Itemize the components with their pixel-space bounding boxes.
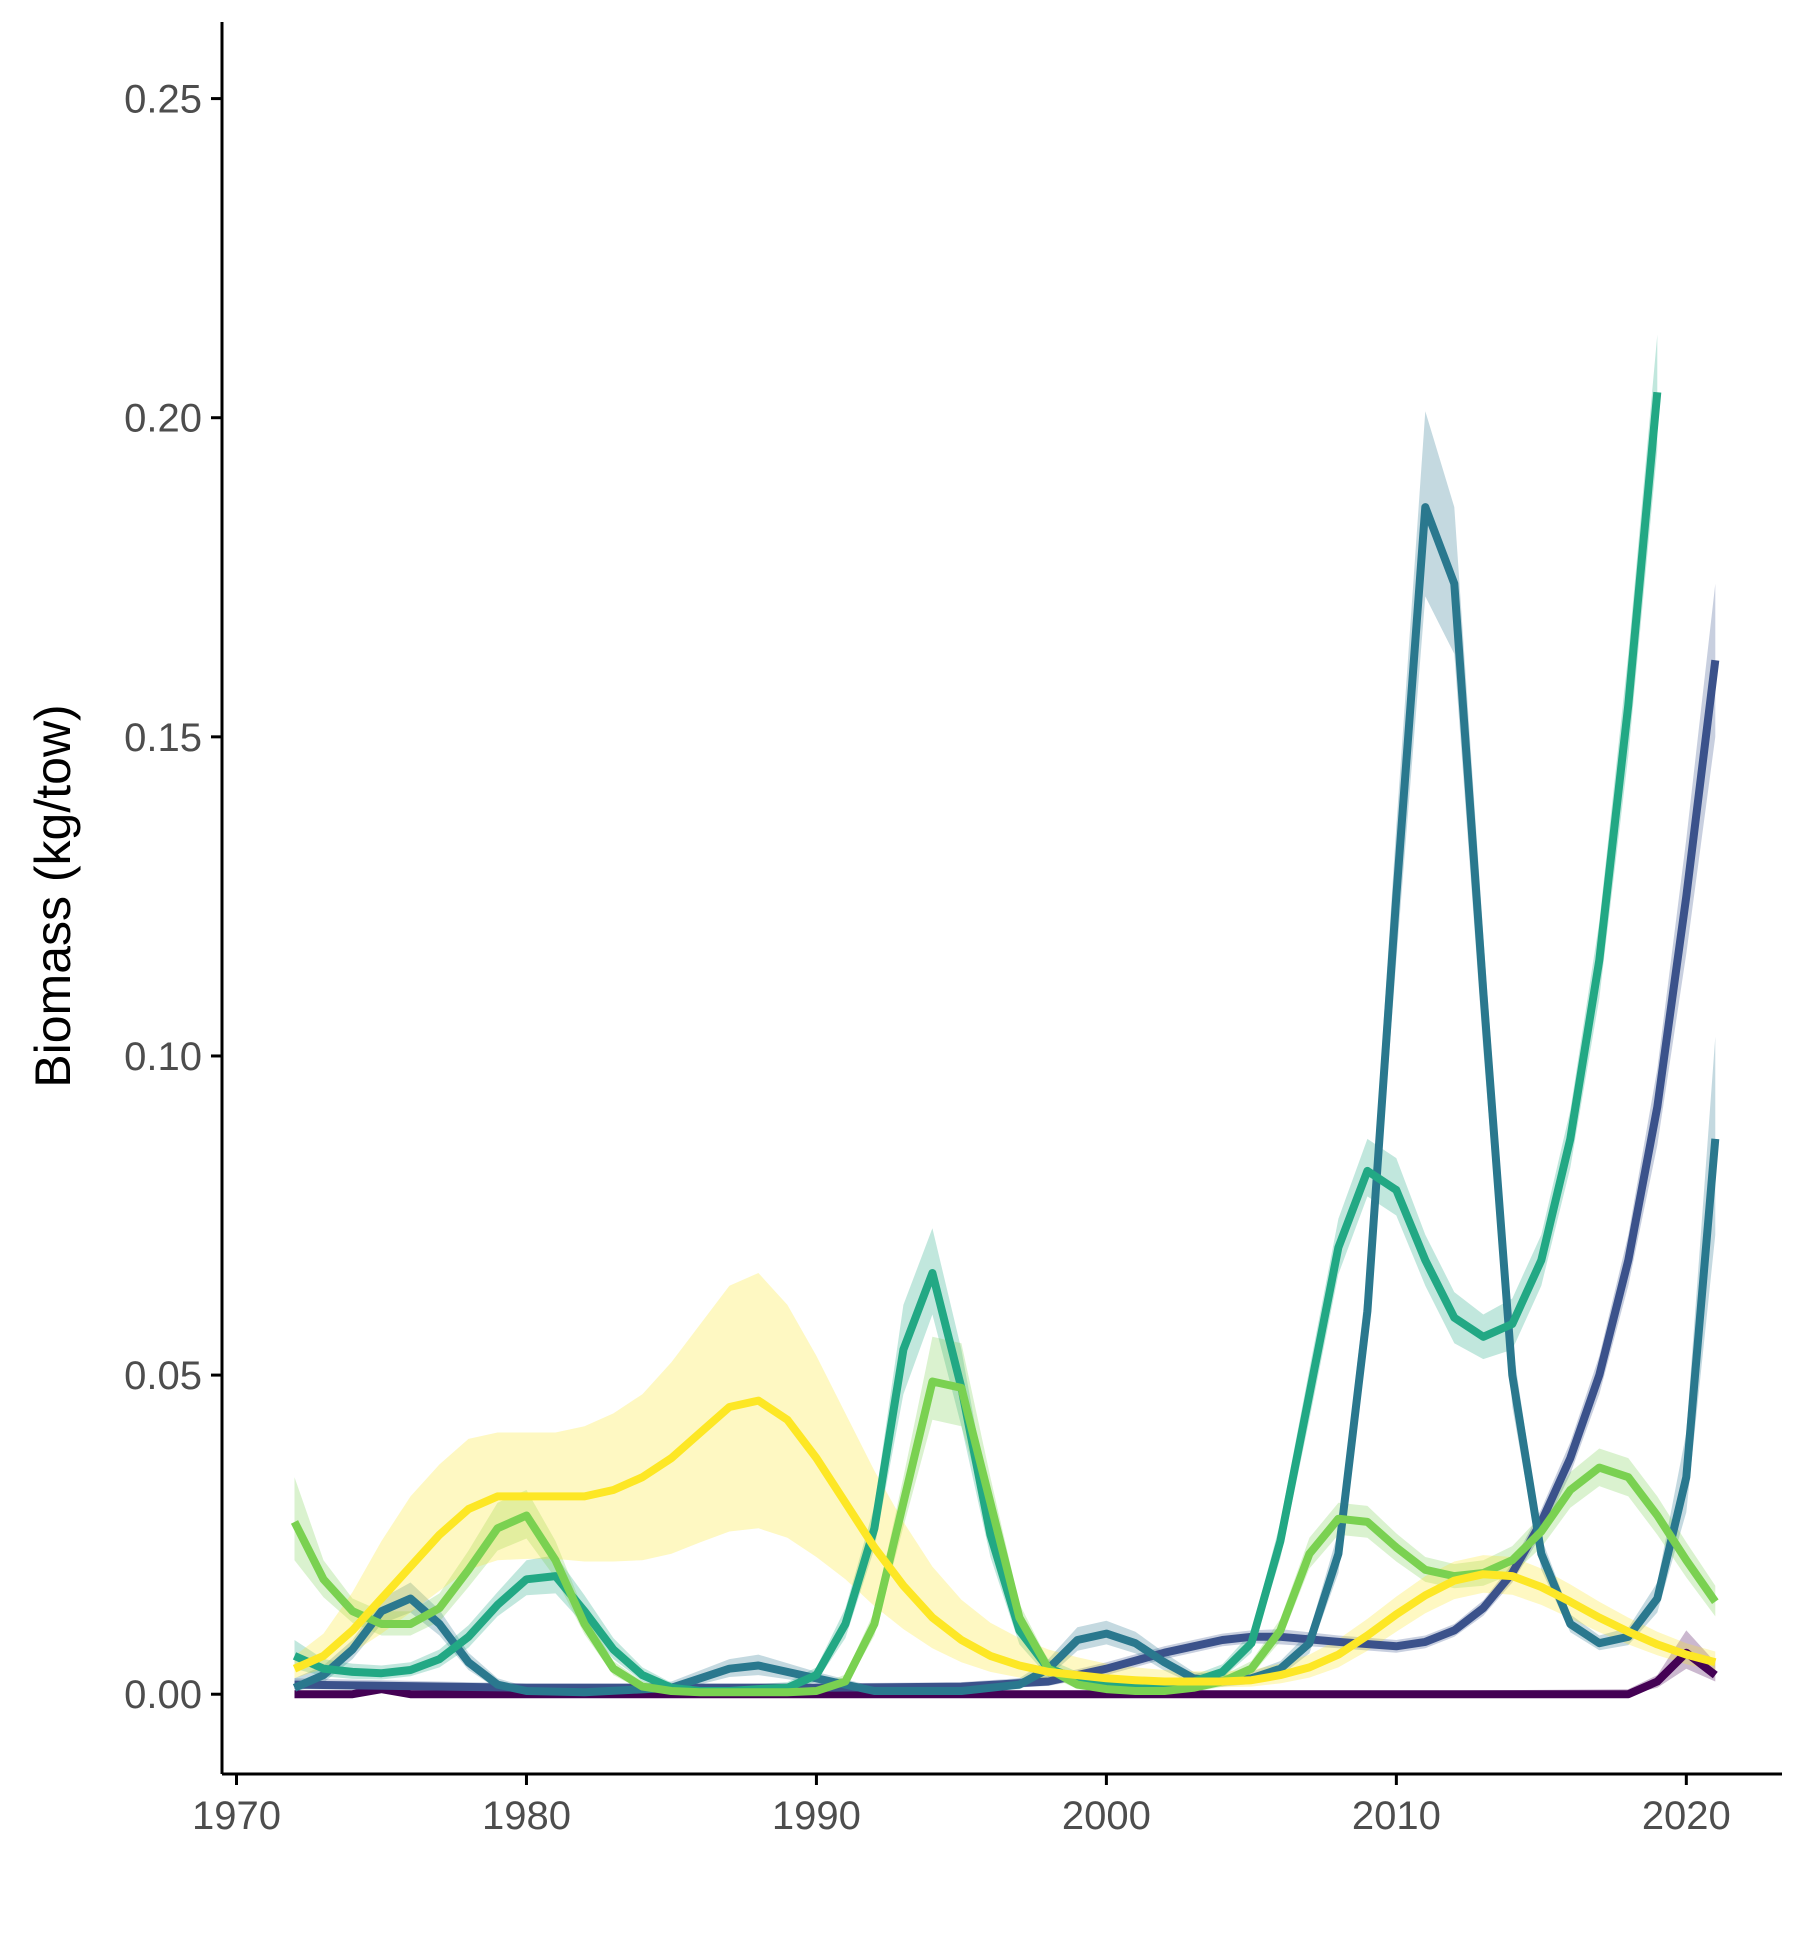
x-tick-label: 2020 xyxy=(1642,1794,1731,1838)
y-tick-label: 0.10 xyxy=(124,1035,202,1079)
y-tick-label: 0.25 xyxy=(124,78,202,122)
x-tick-label: 1990 xyxy=(772,1794,861,1838)
y-tick-label: 0.05 xyxy=(124,1354,202,1398)
y-axis-ticks: 0.00 0.05 0.10 0.15 0.20 0.25 xyxy=(124,78,222,1717)
y-axis-title: Biomass (kg/tow) xyxy=(25,704,81,1087)
x-axis-ticks: 1970 1980 1990 2000 2010 2020 xyxy=(192,1774,1731,1838)
confidence-bands xyxy=(294,334,1716,1695)
series-6-line xyxy=(292,1396,1717,1686)
x-tick-label: 1970 xyxy=(192,1794,281,1838)
x-tick-label: 1980 xyxy=(482,1794,571,1838)
series-6-confidence-band xyxy=(294,1273,1716,1688)
x-tick-label: 2000 xyxy=(1062,1794,1151,1838)
series-lines xyxy=(290,391,1720,1699)
y-tick-label: 0.20 xyxy=(124,397,202,441)
y-tick-label: 0.15 xyxy=(124,716,202,760)
x-tick-label: 2010 xyxy=(1352,1794,1441,1838)
y-tick-label: 0.00 xyxy=(124,1673,202,1717)
series-3-line xyxy=(292,503,1720,1697)
